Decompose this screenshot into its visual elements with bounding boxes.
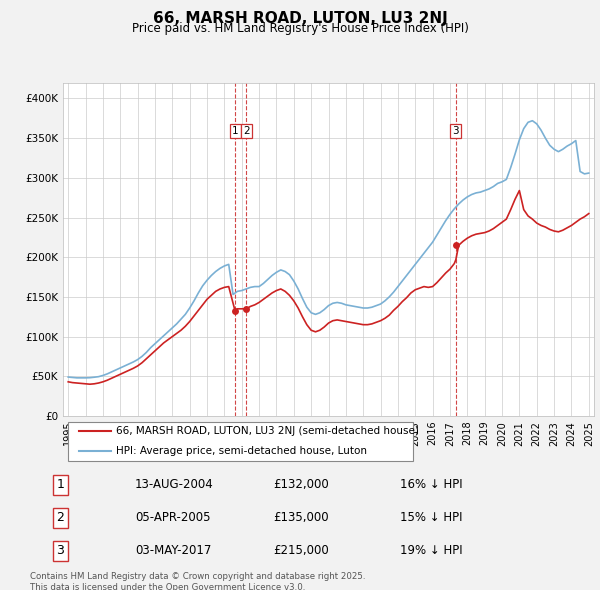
Text: 2: 2	[243, 126, 250, 136]
Text: 16% ↓ HPI: 16% ↓ HPI	[400, 478, 463, 491]
Text: 2: 2	[56, 511, 64, 525]
Text: 15% ↓ HPI: 15% ↓ HPI	[400, 511, 463, 525]
Text: 1: 1	[232, 126, 238, 136]
Text: 3: 3	[56, 544, 64, 558]
Text: 1: 1	[56, 478, 64, 491]
FancyBboxPatch shape	[68, 422, 413, 461]
Text: 3: 3	[452, 126, 459, 136]
Text: Price paid vs. HM Land Registry's House Price Index (HPI): Price paid vs. HM Land Registry's House …	[131, 22, 469, 35]
Text: 66, MARSH ROAD, LUTON, LU3 2NJ: 66, MARSH ROAD, LUTON, LU3 2NJ	[152, 11, 448, 25]
Text: 66, MARSH ROAD, LUTON, LU3 2NJ (semi-detached house): 66, MARSH ROAD, LUTON, LU3 2NJ (semi-det…	[116, 427, 419, 436]
Text: £135,000: £135,000	[273, 511, 329, 525]
Text: 03-MAY-2017: 03-MAY-2017	[135, 544, 211, 558]
Text: £215,000: £215,000	[273, 544, 329, 558]
Text: 19% ↓ HPI: 19% ↓ HPI	[400, 544, 463, 558]
Text: £132,000: £132,000	[273, 478, 329, 491]
Text: 13-AUG-2004: 13-AUG-2004	[135, 478, 214, 491]
Text: Contains HM Land Registry data © Crown copyright and database right 2025.
This d: Contains HM Land Registry data © Crown c…	[30, 572, 365, 590]
Text: 05-APR-2005: 05-APR-2005	[135, 511, 211, 525]
Text: HPI: Average price, semi-detached house, Luton: HPI: Average price, semi-detached house,…	[116, 446, 367, 455]
